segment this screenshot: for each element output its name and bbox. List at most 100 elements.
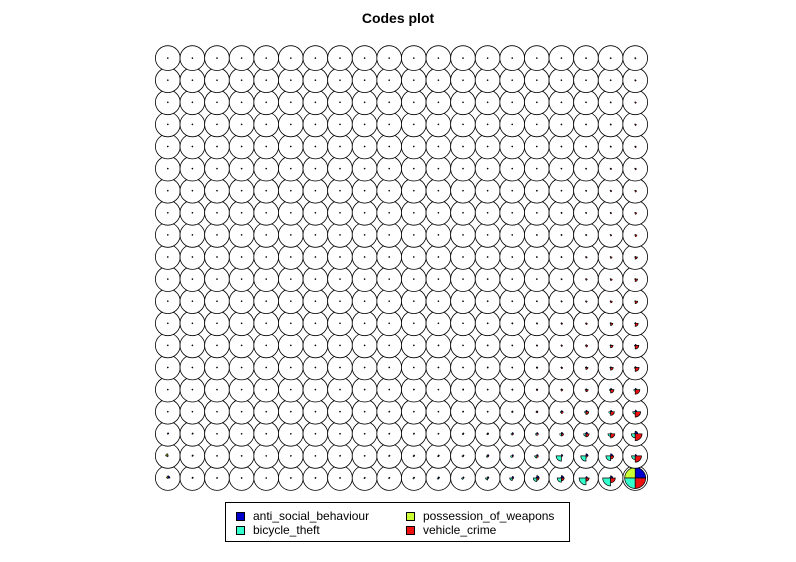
legend-key-bicycle-theft: [236, 526, 245, 535]
som-unit: [204, 45, 230, 71]
segment-bicycle-theft: [556, 477, 562, 483]
som-unit: [548, 155, 575, 182]
segment-vehicle-crime: [167, 433, 169, 435]
segment-vehicle-crime: [536, 79, 538, 82]
segment-anti-social-behaviour: [413, 476, 416, 479]
legend-item-anti-social-behaviour: anti_social_behaviour: [236, 510, 369, 523]
som-unit: [302, 133, 329, 160]
som-unit: [179, 111, 206, 138]
som-unit: [302, 200, 329, 226]
som-unit: [474, 354, 501, 381]
segment-vehicle-crime: [634, 300, 639, 305]
segment-vehicle-crime: [413, 234, 415, 236]
som-unit: [351, 177, 378, 204]
som-unit: [573, 420, 599, 447]
segment-vehicle-crime: [610, 411, 615, 416]
segment-vehicle-crime: [634, 322, 639, 327]
segment-vehicle-crime: [388, 212, 391, 214]
som-unit: [376, 45, 403, 71]
segment-vehicle-crime: [290, 300, 292, 303]
som-unit: [351, 354, 378, 381]
segment-vehicle-crime: [561, 190, 563, 192]
segment-vehicle-crime: [511, 367, 514, 369]
som-unit: [573, 266, 599, 292]
som-unit: [499, 288, 526, 315]
segment-vehicle-crime: [511, 168, 514, 170]
segment-vehicle-crime: [290, 345, 292, 347]
som-unit: [376, 133, 403, 160]
som-unit: [277, 133, 304, 160]
segment-vehicle-crime: [167, 256, 169, 258]
som-unit: [155, 288, 181, 315]
som-unit: [474, 200, 501, 226]
som-unit: [622, 310, 648, 337]
som-unit: [302, 376, 329, 403]
segment-bicycle-theft: [578, 477, 587, 486]
segment-bicycle-theft: [555, 455, 562, 462]
som-unit: [474, 111, 501, 138]
segment-vehicle-crime: [265, 411, 268, 413]
som-unit: [155, 155, 181, 182]
som-unit: [277, 376, 304, 403]
segment-vehicle-crime: [216, 190, 218, 192]
segment-vehicle-crime: [216, 212, 218, 214]
segment-vehicle-crime: [413, 168, 415, 170]
segment-vehicle-crime: [487, 146, 489, 148]
som-unit: [622, 177, 648, 204]
segment-vehicle-crime: [610, 212, 613, 215]
som-unit: [523, 244, 550, 270]
segment-vehicle-crime: [364, 345, 366, 347]
segment-anti-social-behaviour: [438, 476, 440, 479]
som-unit: [450, 244, 476, 270]
segment-vehicle-crime: [315, 212, 317, 214]
som-unit: [155, 244, 181, 270]
som-unit: [228, 465, 255, 491]
som-unit: [277, 200, 304, 226]
som-unit: [179, 266, 206, 292]
som-unit: [351, 45, 378, 71]
segment-vehicle-crime: [561, 455, 563, 458]
segment-vehicle-crime: [487, 323, 489, 325]
segment-vehicle-crime: [192, 477, 194, 479]
som-unit: [548, 376, 575, 403]
segment-vehicle-crime: [216, 168, 218, 170]
som-unit: [548, 420, 575, 447]
segment-vehicle-crime: [265, 300, 268, 303]
codes-row: [155, 398, 648, 425]
segment-vehicle-crime: [634, 146, 637, 149]
som-unit: [204, 111, 230, 138]
segment-vehicle-crime: [364, 124, 366, 126]
segment-vehicle-crime: [388, 278, 391, 280]
segment-vehicle-crime: [388, 190, 391, 192]
segment-vehicle-crime: [462, 146, 464, 148]
som-unit: [400, 200, 427, 226]
segment-possession-of-weapons: [165, 476, 169, 479]
som-unit: [499, 266, 526, 292]
segment-vehicle-crime: [634, 57, 637, 60]
segment-vehicle-crime: [290, 168, 292, 170]
segment-vehicle-crime: [413, 345, 415, 347]
segment-vehicle-crime: [339, 79, 341, 82]
som-unit: [351, 288, 378, 315]
segment-vehicle-crime: [462, 477, 465, 480]
segment-vehicle-crime: [634, 455, 642, 463]
som-unit: [400, 155, 427, 182]
segment-vehicle-crime: [216, 455, 218, 457]
som-unit: [450, 332, 476, 359]
segment-vehicle-crime: [339, 300, 341, 303]
segment-vehicle-crime: [634, 367, 640, 372]
som-unit: [597, 45, 624, 71]
som-unit: [155, 222, 181, 248]
som-unit: [450, 354, 476, 381]
som-unit: [155, 67, 181, 93]
som-unit: [597, 288, 624, 315]
segment-bicycle-theft: [583, 433, 587, 437]
som-unit: [450, 310, 476, 337]
segment-vehicle-crime: [290, 367, 292, 369]
segment-vehicle-crime: [388, 323, 391, 325]
som-unit: [622, 67, 648, 93]
som-unit: [597, 111, 624, 138]
som-unit: [573, 89, 599, 116]
segment-vehicle-crime: [216, 124, 218, 126]
